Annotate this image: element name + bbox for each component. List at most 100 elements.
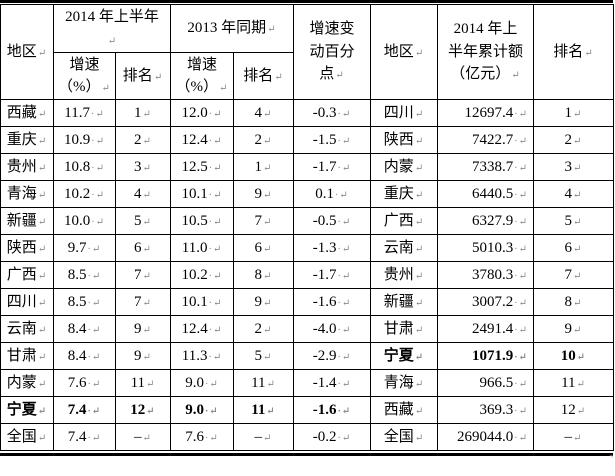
rank-amount-cell: 8↵	[533, 288, 614, 316]
cell-value: 5010.3	[472, 239, 514, 256]
cell-value: 12	[130, 401, 146, 418]
cell-value: 10.5	[181, 212, 208, 229]
cell-value: 2	[254, 320, 263, 337]
cell-end-mark: ·↵	[337, 108, 352, 120]
cell-end-mark: ↵	[263, 351, 273, 363]
cell-value: 11	[251, 401, 266, 418]
header-rank-2014: 排名↵	[115, 52, 171, 100]
cell-end-mark: ↵	[153, 71, 164, 83]
cell-value: 云南	[6, 320, 37, 337]
cell-end-mark: ↵	[263, 432, 273, 444]
cell-end-mark: ·↵	[208, 189, 223, 201]
table-row: 贵州↵ 10.8·↵ 3↵ 12.5·↵ 1↵ -1.7·↵ 内蒙↵ 7338.7·↵ 3↵	[0, 153, 614, 181]
region-cell: 新疆↵	[0, 207, 54, 235]
cell-end-mark: ↵	[142, 108, 152, 120]
cell-value: 9	[134, 347, 142, 364]
header-amount-label: 2014 年上半年累计额（亿元）	[447, 21, 523, 83]
cell-end-mark: ↵	[576, 405, 587, 417]
rank-2013-cell: 8↵	[233, 261, 294, 289]
cell-value: 四川	[383, 104, 414, 121]
cell-end-mark: ↵	[274, 71, 284, 83]
cell-value: 6	[134, 239, 142, 256]
table-body: 西藏↵ 11.7·↵ 1↵ 12.0·↵ 4↵ -0.3·↵ 四川↵ 12697.4·↵ 1↵ 重…	[0, 99, 614, 451]
cell-end-mark: ↵	[573, 297, 583, 309]
cell-value: 甘肃	[383, 320, 414, 337]
cell-end-mark: ·↵	[87, 297, 102, 309]
amount-cell: 12697.4·↵	[437, 99, 534, 127]
cell-end-mark: ↵	[573, 135, 583, 147]
region-cell: 青海↵	[0, 180, 54, 208]
change-cell: -1.6·↵	[293, 288, 371, 316]
region2-cell: 新疆↵	[370, 288, 438, 316]
cell-end-mark: ↵	[573, 432, 583, 444]
cell-end-mark: ·↵	[337, 270, 352, 282]
cell-value: 内蒙	[6, 374, 37, 391]
cell-value: 重庆	[383, 185, 414, 202]
cell-end-mark: ·↵	[514, 108, 528, 120]
cell-end-mark: ·↵	[87, 378, 102, 390]
cell-value: 7.6	[185, 428, 205, 445]
cell-end-mark: ·↵	[337, 297, 352, 309]
cell-value: 广西	[383, 212, 414, 229]
cell-end-mark: ·↵	[208, 324, 223, 336]
cell-value: 甘肃	[6, 347, 37, 364]
rate-2013-cell: 11.0·↵	[170, 234, 234, 262]
cell-value: 10.2	[64, 185, 91, 202]
region-cell: 西藏↵	[0, 99, 54, 127]
cell-end-mark: ·↵	[514, 216, 528, 228]
header-rank-label: 排名	[243, 67, 274, 84]
cell-end-mark: ·↵	[337, 324, 352, 336]
rank-2014-cell: 9↵	[115, 315, 171, 343]
cell-end-mark: ·↵	[337, 162, 352, 174]
cell-value: -1.7	[312, 158, 337, 175]
cell-value: 8.5	[67, 293, 87, 310]
rate-2014-cell: 10.9·↵	[53, 126, 116, 154]
cell-value: 7	[254, 212, 263, 229]
change-cell: -0.5·↵	[293, 207, 371, 235]
cell-value: 11.7	[64, 104, 90, 121]
cell-end-mark: ↵	[142, 432, 152, 444]
cell-end-mark: ·↵	[91, 162, 105, 174]
rate-2014-cell: 8.4·↵	[53, 315, 116, 343]
cell-value: 9.0	[185, 401, 205, 418]
cell-end-mark: ↵	[576, 351, 587, 363]
cell-value: 9.0	[185, 374, 205, 391]
cell-value: 12.4	[181, 131, 208, 148]
cell-end-mark: ·↵	[87, 351, 102, 363]
rate-2014-cell: 7.6·↵	[53, 369, 116, 397]
cell-end-mark: ↵	[263, 108, 273, 120]
cell-value: 7.4	[67, 428, 87, 445]
rank-2013-cell: 5↵	[233, 342, 294, 370]
rate-2013-cell: 10.1·↵	[170, 288, 234, 316]
cell-value: 重庆	[6, 131, 37, 148]
cell-end-mark: ·↵	[87, 324, 102, 336]
cell-end-mark: ↵	[263, 162, 273, 174]
amount-cell: 3780.3·↵	[437, 261, 534, 289]
cell-end-mark: ↵	[573, 108, 583, 120]
cell-end-mark: ↵	[219, 83, 229, 94]
cell-end-mark: ↵	[263, 216, 273, 228]
cell-end-mark: ↵	[37, 405, 48, 417]
cell-value: 9	[254, 293, 263, 310]
cell-value: 5	[564, 212, 573, 229]
cell-end-mark: ·↵	[208, 135, 223, 147]
cell-value: 7338.7	[472, 158, 514, 175]
cell-end-mark: ↵	[263, 324, 273, 336]
region2-cell: 贵州↵	[370, 261, 438, 289]
cell-end-mark: ·↵	[335, 189, 349, 201]
rank-2013-cell: 7↵	[233, 207, 294, 235]
cell-end-mark: ↵	[573, 270, 583, 282]
region2-cell: 四川↵	[370, 99, 438, 127]
region2-cell: 青海↵	[370, 369, 438, 397]
cell-end-mark: ↵	[101, 83, 111, 94]
region2-cell: 西藏↵	[370, 396, 438, 424]
cell-value: 8	[564, 293, 573, 310]
cell-value: 5	[134, 212, 142, 229]
cell-end-mark: ↵	[142, 135, 152, 147]
rank-amount-cell: 7↵	[533, 261, 614, 289]
rate-2014-cell: 7.4·↵	[53, 423, 116, 451]
amount-cell: 966.5·↵	[437, 369, 534, 397]
region-cell: 四川↵	[0, 288, 54, 316]
cell-end-mark: ↵	[263, 270, 273, 282]
change-cell: -1.5·↵	[293, 126, 371, 154]
